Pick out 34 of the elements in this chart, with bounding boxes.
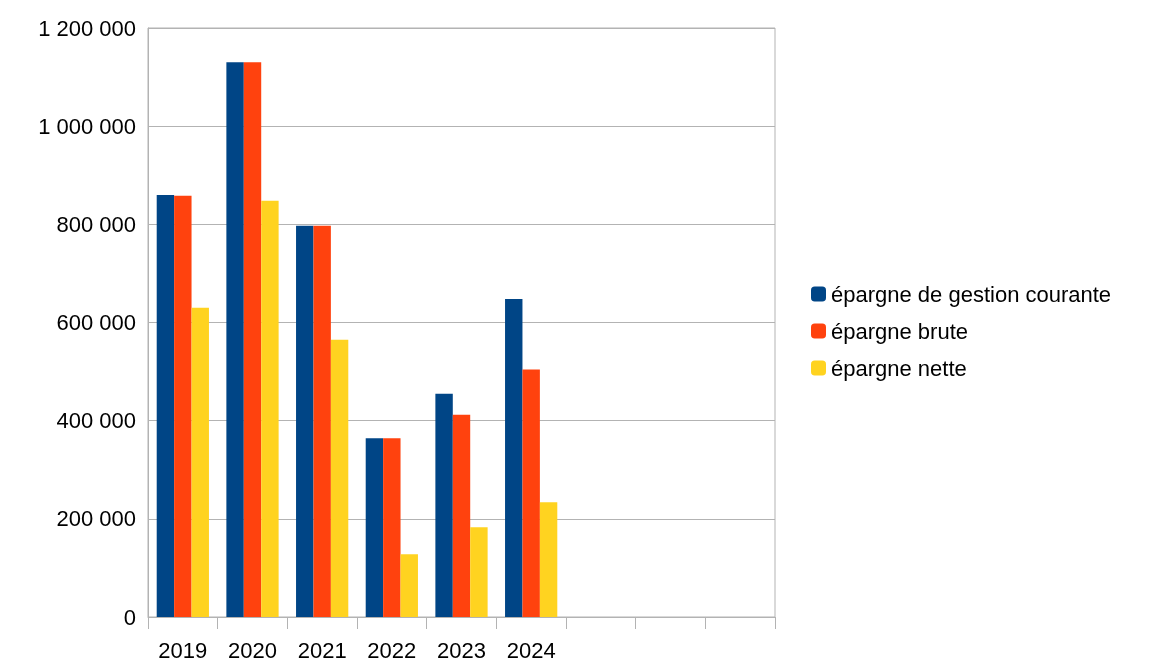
- y-tick-label: 400 000: [56, 408, 136, 434]
- x-tick-label: 2021: [297, 637, 347, 662]
- x-tick-label: 2023: [437, 637, 486, 662]
- bar: [365, 438, 384, 617]
- bar: [296, 225, 314, 617]
- y-tick-label: 200 000: [56, 506, 136, 532]
- bar: [330, 339, 349, 617]
- x-tick-label: 2022: [367, 637, 417, 662]
- bar: [191, 307, 209, 617]
- y-tick-label: 1 200 000: [38, 15, 136, 41]
- legend-label: épargne brute: [831, 318, 968, 344]
- legend-label: épargne nette: [831, 355, 967, 381]
- y-tick-label: 1 000 000: [38, 113, 136, 139]
- y-tick-label: 0: [123, 604, 136, 630]
- bar: [522, 369, 540, 617]
- x-tick-label: 2024: [506, 637, 556, 662]
- bar: [470, 527, 488, 617]
- x-tick-label: 2020: [228, 637, 277, 662]
- x-tick-label: 2019: [158, 637, 208, 662]
- bar: [505, 298, 523, 617]
- bar: [313, 225, 331, 617]
- bar: [156, 194, 175, 617]
- bar: [452, 414, 471, 617]
- y-tick-label: 800 000: [56, 211, 136, 237]
- bar: [261, 200, 279, 617]
- bar: [226, 62, 244, 617]
- bar: [383, 438, 401, 617]
- y-tick-label: 600 000: [56, 310, 136, 335]
- legend-label: épargne de gestion courante: [831, 281, 1112, 307]
- bar: [243, 62, 262, 617]
- bar: [435, 393, 453, 617]
- bar: [400, 554, 418, 617]
- bar: [174, 195, 192, 617]
- bar: [539, 502, 558, 617]
